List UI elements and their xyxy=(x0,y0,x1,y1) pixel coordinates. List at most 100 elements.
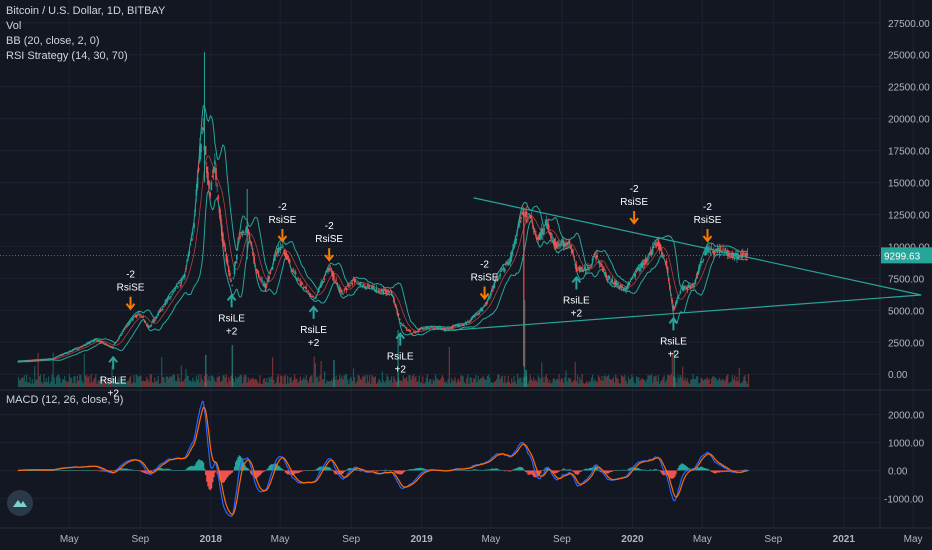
macd-histogram-bar xyxy=(492,468,495,471)
volume-bar xyxy=(686,378,688,387)
macd-histogram-bar xyxy=(214,470,216,473)
macd-histogram-bar xyxy=(101,470,103,472)
volume-bar xyxy=(504,375,506,387)
candle-body xyxy=(71,349,74,352)
candle-body xyxy=(279,247,282,251)
candle-body xyxy=(179,284,181,286)
macd-histogram-bar xyxy=(67,470,70,471)
macd-histogram-bar xyxy=(165,468,168,471)
volume-bar xyxy=(716,380,718,387)
symbol-title[interactable]: Bitcoin / U.S. Dollar, 1D, BITBAY xyxy=(6,5,166,17)
macd-histogram-bar xyxy=(507,470,510,472)
candle-body xyxy=(364,286,366,287)
volume-bar xyxy=(698,383,700,387)
macd-histogram-bar xyxy=(459,470,461,471)
rsi-strategy-legend[interactable]: RSI Strategy (14, 30, 70) xyxy=(6,50,128,62)
candle-body xyxy=(415,331,417,333)
candle-body xyxy=(464,322,467,324)
volume-bar xyxy=(744,375,746,387)
volume-bar xyxy=(193,380,195,387)
volume-bar xyxy=(225,374,228,387)
time-axis[interactable]: May Sep 2018 May Sep 2019 May Sep 2020 May Sep 2021… xyxy=(60,534,923,545)
candle-body xyxy=(291,269,294,272)
bb-legend[interactable]: BB (20, close, 2, 0) xyxy=(6,35,100,47)
candle-body xyxy=(334,281,336,283)
volume-bar xyxy=(36,379,38,387)
tradingview-logo-icon[interactable] xyxy=(7,490,33,516)
macd-histogram-bar xyxy=(587,468,589,471)
macd-histogram-bar xyxy=(124,468,126,471)
macd-legend[interactable]: MACD (12, 26, close, 9) xyxy=(6,394,124,406)
volume-legend[interactable]: Vol xyxy=(6,20,22,32)
candle-body xyxy=(227,266,230,272)
macd-histogram-bar xyxy=(397,470,400,475)
volume-bar xyxy=(366,374,368,387)
bb-upper-band xyxy=(17,104,749,363)
candle-body xyxy=(113,343,116,345)
macd-histogram-bar xyxy=(228,470,230,476)
candle-body xyxy=(498,275,500,277)
volume-bar xyxy=(129,376,132,387)
candle-body xyxy=(84,344,87,346)
macd-histogram-bar xyxy=(648,469,651,471)
candle-body xyxy=(643,262,646,265)
candle-body xyxy=(386,293,388,294)
candle-body xyxy=(366,285,369,287)
macd-histogram-bar xyxy=(697,467,699,471)
volume-bar xyxy=(62,379,65,387)
volume-bar xyxy=(646,379,648,387)
candle-body xyxy=(559,244,562,246)
candle-body xyxy=(416,331,418,333)
macd-histogram-bar xyxy=(120,468,123,471)
volume-bar xyxy=(222,375,224,387)
candle-body xyxy=(509,256,512,263)
volume-bar xyxy=(605,377,608,387)
macd-histogram-bar xyxy=(335,470,338,475)
signal-label: RsiSE xyxy=(315,234,343,245)
candle-body xyxy=(43,359,45,361)
volume-bar xyxy=(595,381,597,387)
macd-histogram-bar xyxy=(73,470,75,471)
macd-histogram-bar xyxy=(372,470,375,471)
macd-histogram-bar xyxy=(81,470,83,471)
macd-histogram-bar xyxy=(540,470,542,474)
candle-body xyxy=(56,356,59,358)
volume-bar xyxy=(285,383,288,387)
volume-bar xyxy=(188,380,191,387)
candle-body xyxy=(339,289,342,292)
volume-bar xyxy=(475,374,477,387)
candle-body xyxy=(17,361,20,362)
candle-body xyxy=(357,284,359,285)
volume-bar xyxy=(105,381,107,387)
candle-body xyxy=(458,325,461,327)
candle-body xyxy=(22,360,24,362)
volume-bar xyxy=(432,379,434,387)
candle-body xyxy=(528,213,530,215)
volume-bar xyxy=(386,374,388,387)
candle-body xyxy=(641,263,644,268)
macd-histogram-bar xyxy=(478,470,481,471)
macd-histogram-bar xyxy=(581,469,584,471)
volume-bar xyxy=(241,383,244,387)
volume-bar xyxy=(133,374,135,387)
volume-bar xyxy=(289,377,291,387)
volume-bar xyxy=(568,378,571,387)
candle-body xyxy=(296,278,298,279)
candle-body xyxy=(475,314,477,316)
macd-histogram-bar xyxy=(417,467,420,471)
macd-histogram-bar xyxy=(665,470,668,476)
volume-bar xyxy=(612,376,614,387)
signal-rsile: RsiLE+2 xyxy=(218,293,245,337)
volume-bar xyxy=(58,374,60,387)
candle-body xyxy=(177,286,179,288)
volume-bar xyxy=(161,356,163,387)
volume-bar xyxy=(320,360,322,387)
macd-histogram-bar xyxy=(129,469,132,471)
candle-body xyxy=(316,291,319,293)
signal-line xyxy=(17,406,748,516)
candle-body xyxy=(400,322,402,325)
volume-bar xyxy=(707,379,709,387)
volume-bar xyxy=(468,383,470,387)
